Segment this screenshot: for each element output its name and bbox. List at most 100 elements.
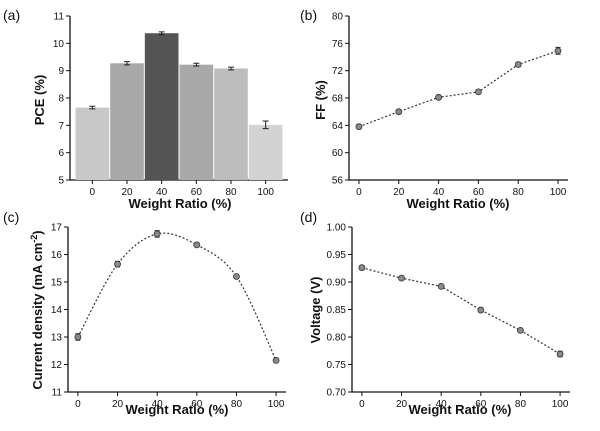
panel-d-xtick-label: 20 xyxy=(396,399,408,410)
panel-d-ytick-label: 0.75 xyxy=(327,360,347,371)
panel-d-xtick-label: 0 xyxy=(359,399,365,410)
panel-a-xtick-label: 100 xyxy=(257,187,274,198)
panel-a-ytick-label: 6 xyxy=(58,148,64,159)
panel-d-axes xyxy=(351,227,570,393)
panel-c-ytick-label: 17 xyxy=(51,223,63,234)
panel-a-bar xyxy=(144,33,179,180)
panel-b-ytick-label: 76 xyxy=(332,39,344,50)
panel-a-errorbar xyxy=(228,66,234,71)
panel-d-xtick-label: 80 xyxy=(515,399,527,410)
panel-a-errorbar xyxy=(124,61,130,66)
panel-c-ytick-label: 12 xyxy=(51,360,63,371)
panel-a-xtick-label: 20 xyxy=(121,187,133,198)
panel-a-errorbar xyxy=(262,120,269,130)
panel-b-xtick-label: 60 xyxy=(473,187,485,198)
panel-c-label: (c) xyxy=(3,209,19,225)
panel-a-ytick-label: 11 xyxy=(54,12,65,23)
panel-d-data-point xyxy=(398,274,405,282)
panel-c-data-point xyxy=(193,241,201,249)
panel-a-pce-bar-chart: (a) Weight Ratio (%) PCE (%) 5 6 7 8 9 10 11 0 2… xyxy=(3,7,288,211)
panel-a-ytick-label: 8 xyxy=(58,94,64,105)
panel-c-ytick-label: 14 xyxy=(51,305,63,316)
panel-d-xtick-label: 60 xyxy=(475,399,487,410)
panel-a-bar xyxy=(179,64,214,180)
panel-d-ytick-label: 0.70 xyxy=(327,388,347,399)
panel-c-ytick-label: 16 xyxy=(51,250,63,261)
panel-b-xtick-label: 100 xyxy=(550,187,567,198)
panel-a-errorbar xyxy=(158,31,165,36)
panel-d-xtick-label: 40 xyxy=(436,399,448,410)
panel-c-data-point xyxy=(153,230,161,238)
panel-b-xtick-label: 80 xyxy=(513,187,525,198)
panel-b-data-point xyxy=(395,108,403,116)
panel-a-bar xyxy=(248,124,283,180)
panel-b-ff-line-chart: (b) Weight Ratio (%) FF (%) 56 60 64 68 72 76… xyxy=(300,7,568,211)
panel-b-ytick-label: 56 xyxy=(332,176,344,187)
panel-a-ytick-label: 10 xyxy=(53,39,65,50)
panel-d-ylabel: Voltage (V) xyxy=(308,277,323,344)
panel-d-xtick-label: 100 xyxy=(552,399,569,410)
panel-d-xlabel: Weight Ratio (%) xyxy=(408,402,511,417)
panel-a-xlabel: Weight Ratio (%) xyxy=(128,196,231,211)
panel-c-data-point xyxy=(272,356,280,364)
panel-d-ytick-label: 0.90 xyxy=(327,278,347,289)
panel-b-ytick-label: 64 xyxy=(332,121,344,132)
panel-a-label: (a) xyxy=(3,7,20,23)
panel-b-label: (b) xyxy=(300,7,317,23)
panel-d-data-point xyxy=(556,350,564,358)
panel-b-xtick-label: 20 xyxy=(393,187,405,198)
panel-d-data-point xyxy=(477,306,485,314)
panel-b-ylabel: FF (%) xyxy=(313,80,328,120)
panel-c-ylabel: Current density (mA cm-2) xyxy=(29,230,45,389)
panel-b-axes xyxy=(348,16,568,181)
panel-d-data-point xyxy=(437,282,445,290)
panel-d-ytick-label: 0.80 xyxy=(327,333,347,344)
panel-d-series-line xyxy=(361,267,561,355)
panel-a-bar xyxy=(214,68,248,180)
panel-b-xtick-label: 40 xyxy=(433,187,445,198)
panel-a-ylabel: PCE (%) xyxy=(32,75,47,126)
panel-a-bar xyxy=(110,63,144,180)
panel-a-ytick-label: 5 xyxy=(58,176,64,187)
panel-c-ylabel-sup: -2 xyxy=(29,235,39,243)
panel-c-ylabel-main: Current density (mA cm xyxy=(30,243,45,390)
panel-c-ytick-label: 11 xyxy=(52,388,63,399)
panel-a-ytick-label: 7 xyxy=(58,121,64,132)
panel-a-xtick-label: 40 xyxy=(156,187,168,198)
panel-b-data-point xyxy=(475,88,482,96)
panel-c-data-point xyxy=(114,260,121,268)
panel-b-data-point xyxy=(514,61,522,68)
panel-d-ytick-label: 0.95 xyxy=(327,250,347,261)
panel-c-xtick-label: 20 xyxy=(112,399,124,410)
panel-a-ytick-label: 9 xyxy=(58,66,64,77)
panel-c-xtick-label: 40 xyxy=(152,399,164,410)
panel-c-ytick-label: 15 xyxy=(51,278,63,289)
panel-d-voltage-chart: (d) Weight Ratio (%) Voltage (V) 0.70 0.7… xyxy=(300,209,570,417)
panel-a-errorbar xyxy=(89,105,96,110)
panel-c-ylabel-end: ) xyxy=(30,230,45,234)
panel-d-data-point xyxy=(358,264,366,272)
panel-b-data-point xyxy=(355,123,363,131)
panel-c-data-point xyxy=(233,273,240,280)
panel-b-ytick-label: 68 xyxy=(332,94,344,105)
panel-c-current-density-chart: (c) Weight Ratio (%) Current density (mA… xyxy=(3,209,286,417)
panel-b-ytick-label: 80 xyxy=(332,12,344,23)
panel-b-xlabel: Weight Ratio (%) xyxy=(406,196,509,211)
panel-b-ytick-label: 72 xyxy=(332,66,344,77)
panel-c-xtick-label: 60 xyxy=(191,399,203,410)
panel-b-series-line xyxy=(358,50,559,128)
panel-c-xlabel: Weight Ratio (%) xyxy=(125,402,228,417)
panel-d-data-point xyxy=(517,326,524,334)
panel-c-xtick-label: 80 xyxy=(231,399,243,410)
panel-c-data-point xyxy=(74,333,82,341)
panel-b-xtick-label: 0 xyxy=(356,187,362,198)
panel-d-label: (d) xyxy=(300,209,317,225)
panel-c-ytick-label: 13 xyxy=(51,333,63,344)
panel-c-series-line xyxy=(77,232,277,361)
panel-a-errorbar xyxy=(193,62,200,67)
panel-c-xtick-label: 100 xyxy=(268,399,285,410)
panel-a-xtick-label: 0 xyxy=(90,187,96,198)
panel-d-ytick-label: 1.00 xyxy=(327,223,347,234)
panel-a-xtick-label: 80 xyxy=(225,187,237,198)
